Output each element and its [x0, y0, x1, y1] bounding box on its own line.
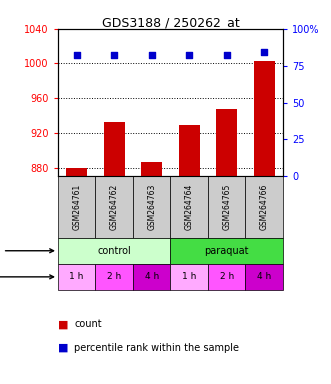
Bar	[246, 264, 283, 290]
Bar	[95, 264, 133, 290]
Text: 1 h: 1 h	[70, 272, 84, 281]
Bar	[133, 264, 170, 290]
Bar	[254, 61, 274, 176]
Point	[112, 52, 117, 58]
Text: GSM264765: GSM264765	[222, 184, 231, 230]
Title: GDS3188 / 250262_at: GDS3188 / 250262_at	[102, 16, 239, 29]
Bar	[104, 122, 124, 176]
Text: GSM264762: GSM264762	[110, 184, 119, 230]
Bar	[133, 176, 170, 238]
Point	[224, 52, 229, 58]
Bar	[179, 125, 200, 176]
Text: GSM264761: GSM264761	[72, 184, 81, 230]
Text: percentile rank within the sample: percentile rank within the sample	[74, 343, 239, 353]
Text: control: control	[97, 246, 131, 256]
Bar	[170, 176, 208, 238]
Text: 2 h: 2 h	[107, 272, 121, 281]
Text: time: time	[0, 272, 54, 282]
Point	[187, 52, 192, 58]
Bar	[216, 109, 237, 176]
Point	[261, 49, 267, 55]
Text: 4 h: 4 h	[257, 272, 271, 281]
Bar	[95, 176, 133, 238]
Bar	[66, 169, 87, 176]
Bar	[208, 176, 246, 238]
Text: GSM264766: GSM264766	[260, 184, 269, 230]
Text: GSM264764: GSM264764	[185, 184, 194, 230]
Text: 4 h: 4 h	[145, 272, 159, 281]
Text: ■: ■	[58, 319, 69, 329]
Bar	[141, 162, 162, 176]
Point	[149, 52, 154, 58]
Bar	[170, 264, 208, 290]
Text: agent: agent	[0, 246, 54, 256]
Text: GSM264763: GSM264763	[147, 184, 156, 230]
Bar	[170, 238, 283, 264]
Bar	[246, 176, 283, 238]
Text: paraquat: paraquat	[205, 246, 249, 256]
Text: 2 h: 2 h	[219, 272, 234, 281]
Bar	[58, 264, 95, 290]
Text: ■: ■	[58, 343, 69, 353]
Text: 1 h: 1 h	[182, 272, 196, 281]
Bar	[58, 238, 170, 264]
Point	[74, 52, 79, 58]
Bar	[208, 264, 246, 290]
Bar	[58, 176, 95, 238]
Text: count: count	[74, 319, 102, 329]
